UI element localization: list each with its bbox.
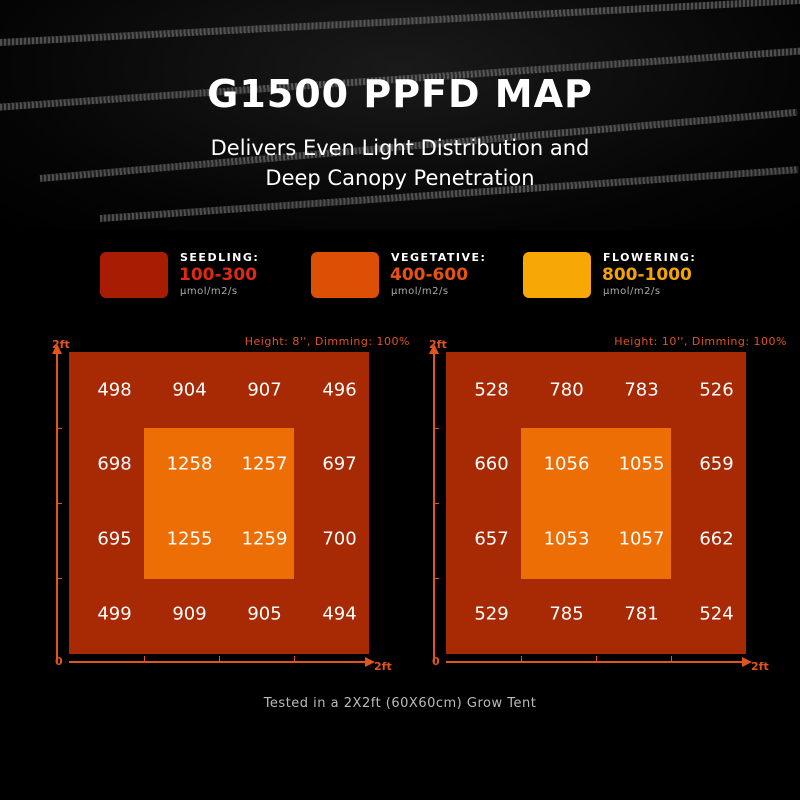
- x-tick: [596, 656, 597, 661]
- x-axis: [446, 661, 746, 663]
- legend-name: VEGETATIVE:: [391, 251, 487, 264]
- axis-origin: 0: [55, 655, 63, 668]
- y-tick: [434, 428, 439, 429]
- ppfd-value: 1259: [241, 528, 288, 550]
- ppfd-value: 662: [699, 528, 734, 550]
- ppfd-value: 698: [97, 453, 132, 475]
- legend-range: 800-1000: [602, 265, 692, 285]
- ppfd-value: 1055: [618, 453, 665, 475]
- ppfd-value: 499: [97, 603, 132, 625]
- legend-swatch: [311, 252, 379, 298]
- ppfd-value: 657: [474, 528, 509, 550]
- ppfd-value: 780: [549, 379, 584, 401]
- ppfd-value: 697: [322, 453, 357, 475]
- map-condition: Height: 8'', Dimming: 100%: [244, 335, 410, 348]
- x-axis-arrow-icon: [742, 657, 752, 667]
- x-axis-label: 2ft: [751, 660, 769, 673]
- ppfd-value: 785: [549, 603, 584, 625]
- y-tick: [57, 503, 62, 504]
- ppfd-value: 1056: [543, 453, 590, 475]
- y-axis: [56, 352, 58, 662]
- y-tick: [57, 428, 62, 429]
- y-axis-arrow-icon: [52, 344, 62, 354]
- legend-swatch: [100, 252, 168, 298]
- x-tick: [219, 656, 220, 661]
- ppfd-value: 660: [474, 453, 509, 475]
- map-center-area: [521, 428, 671, 579]
- footer-note: Tested in a 2X2ft (60X60cm) Grow Tent: [263, 696, 537, 711]
- ppfd-value: 498: [97, 379, 132, 401]
- x-tick: [521, 656, 522, 661]
- legend-unit: μmol/m2/s: [391, 286, 449, 297]
- hero-banner: [0, 0, 800, 230]
- y-tick: [434, 503, 439, 504]
- ppfd-value: 528: [474, 379, 509, 401]
- ppfd-value: 494: [322, 603, 357, 625]
- legend-range: 400-600: [390, 265, 469, 285]
- y-axis-label: 2ft: [429, 338, 447, 351]
- ppfd-value: 904: [172, 379, 207, 401]
- y-tick: [57, 578, 62, 579]
- ppfd-value: 526: [699, 379, 734, 401]
- page-title: G1500 PPFD MAP: [207, 72, 593, 116]
- map-outer-area: [446, 352, 746, 654]
- subtitle: Delivers Even Light Distribution and Dee…: [0, 133, 800, 193]
- ppfd-map-2: Height: 10'', Dimming: 100% 2ft 2ft 0 528…: [417, 330, 797, 675]
- legend-unit: μmol/m2/s: [603, 286, 661, 297]
- ppfd-value: 529: [474, 603, 509, 625]
- map-center-area: [144, 428, 294, 579]
- ppfd-map-1: Height: 8'', Dimming: 100% 2ft 2ft 0 498 9…: [40, 330, 420, 675]
- map-outer-area: [69, 352, 369, 654]
- ppfd-value: 1258: [166, 453, 213, 475]
- ppfd-value: 1053: [543, 528, 590, 550]
- legend-swatch: [523, 252, 591, 298]
- ppfd-value: 781: [624, 603, 659, 625]
- legend-range: 100-300: [179, 265, 258, 285]
- legend-name: SEEDLING:: [180, 251, 260, 264]
- ppfd-value: 1255: [166, 528, 213, 550]
- ppfd-value: 783: [624, 379, 659, 401]
- ppfd-value: 1057: [618, 528, 665, 550]
- ppfd-value: 700: [322, 528, 357, 550]
- y-axis: [433, 352, 435, 662]
- y-axis-label: 2ft: [52, 338, 70, 351]
- ppfd-value: 659: [699, 453, 734, 475]
- x-axis-label: 2ft: [374, 660, 392, 673]
- x-tick: [294, 656, 295, 661]
- ppfd-value: 909: [172, 603, 207, 625]
- y-tick: [434, 578, 439, 579]
- x-axis-arrow-icon: [365, 657, 375, 667]
- ppfd-value: 1257: [241, 453, 288, 475]
- x-tick: [671, 656, 672, 661]
- x-tick: [144, 656, 145, 661]
- map-condition: Height: 10'', Dimming: 100%: [614, 335, 787, 348]
- subtitle-line: Delivers Even Light Distribution and: [210, 136, 590, 160]
- ppfd-value: 695: [97, 528, 132, 550]
- axis-origin: 0: [432, 655, 440, 668]
- subtitle-line: Deep Canopy Penetration: [265, 166, 535, 190]
- ppfd-value: 905: [247, 603, 282, 625]
- legend-unit: μmol/m2/s: [180, 286, 238, 297]
- x-axis: [69, 661, 369, 663]
- ppfd-value: 496: [322, 379, 357, 401]
- ppfd-value: 907: [247, 379, 282, 401]
- legend-name: FLOWERING:: [603, 251, 697, 264]
- y-axis-arrow-icon: [429, 344, 439, 354]
- led-bar-image: [0, 0, 800, 47]
- ppfd-value: 524: [699, 603, 734, 625]
